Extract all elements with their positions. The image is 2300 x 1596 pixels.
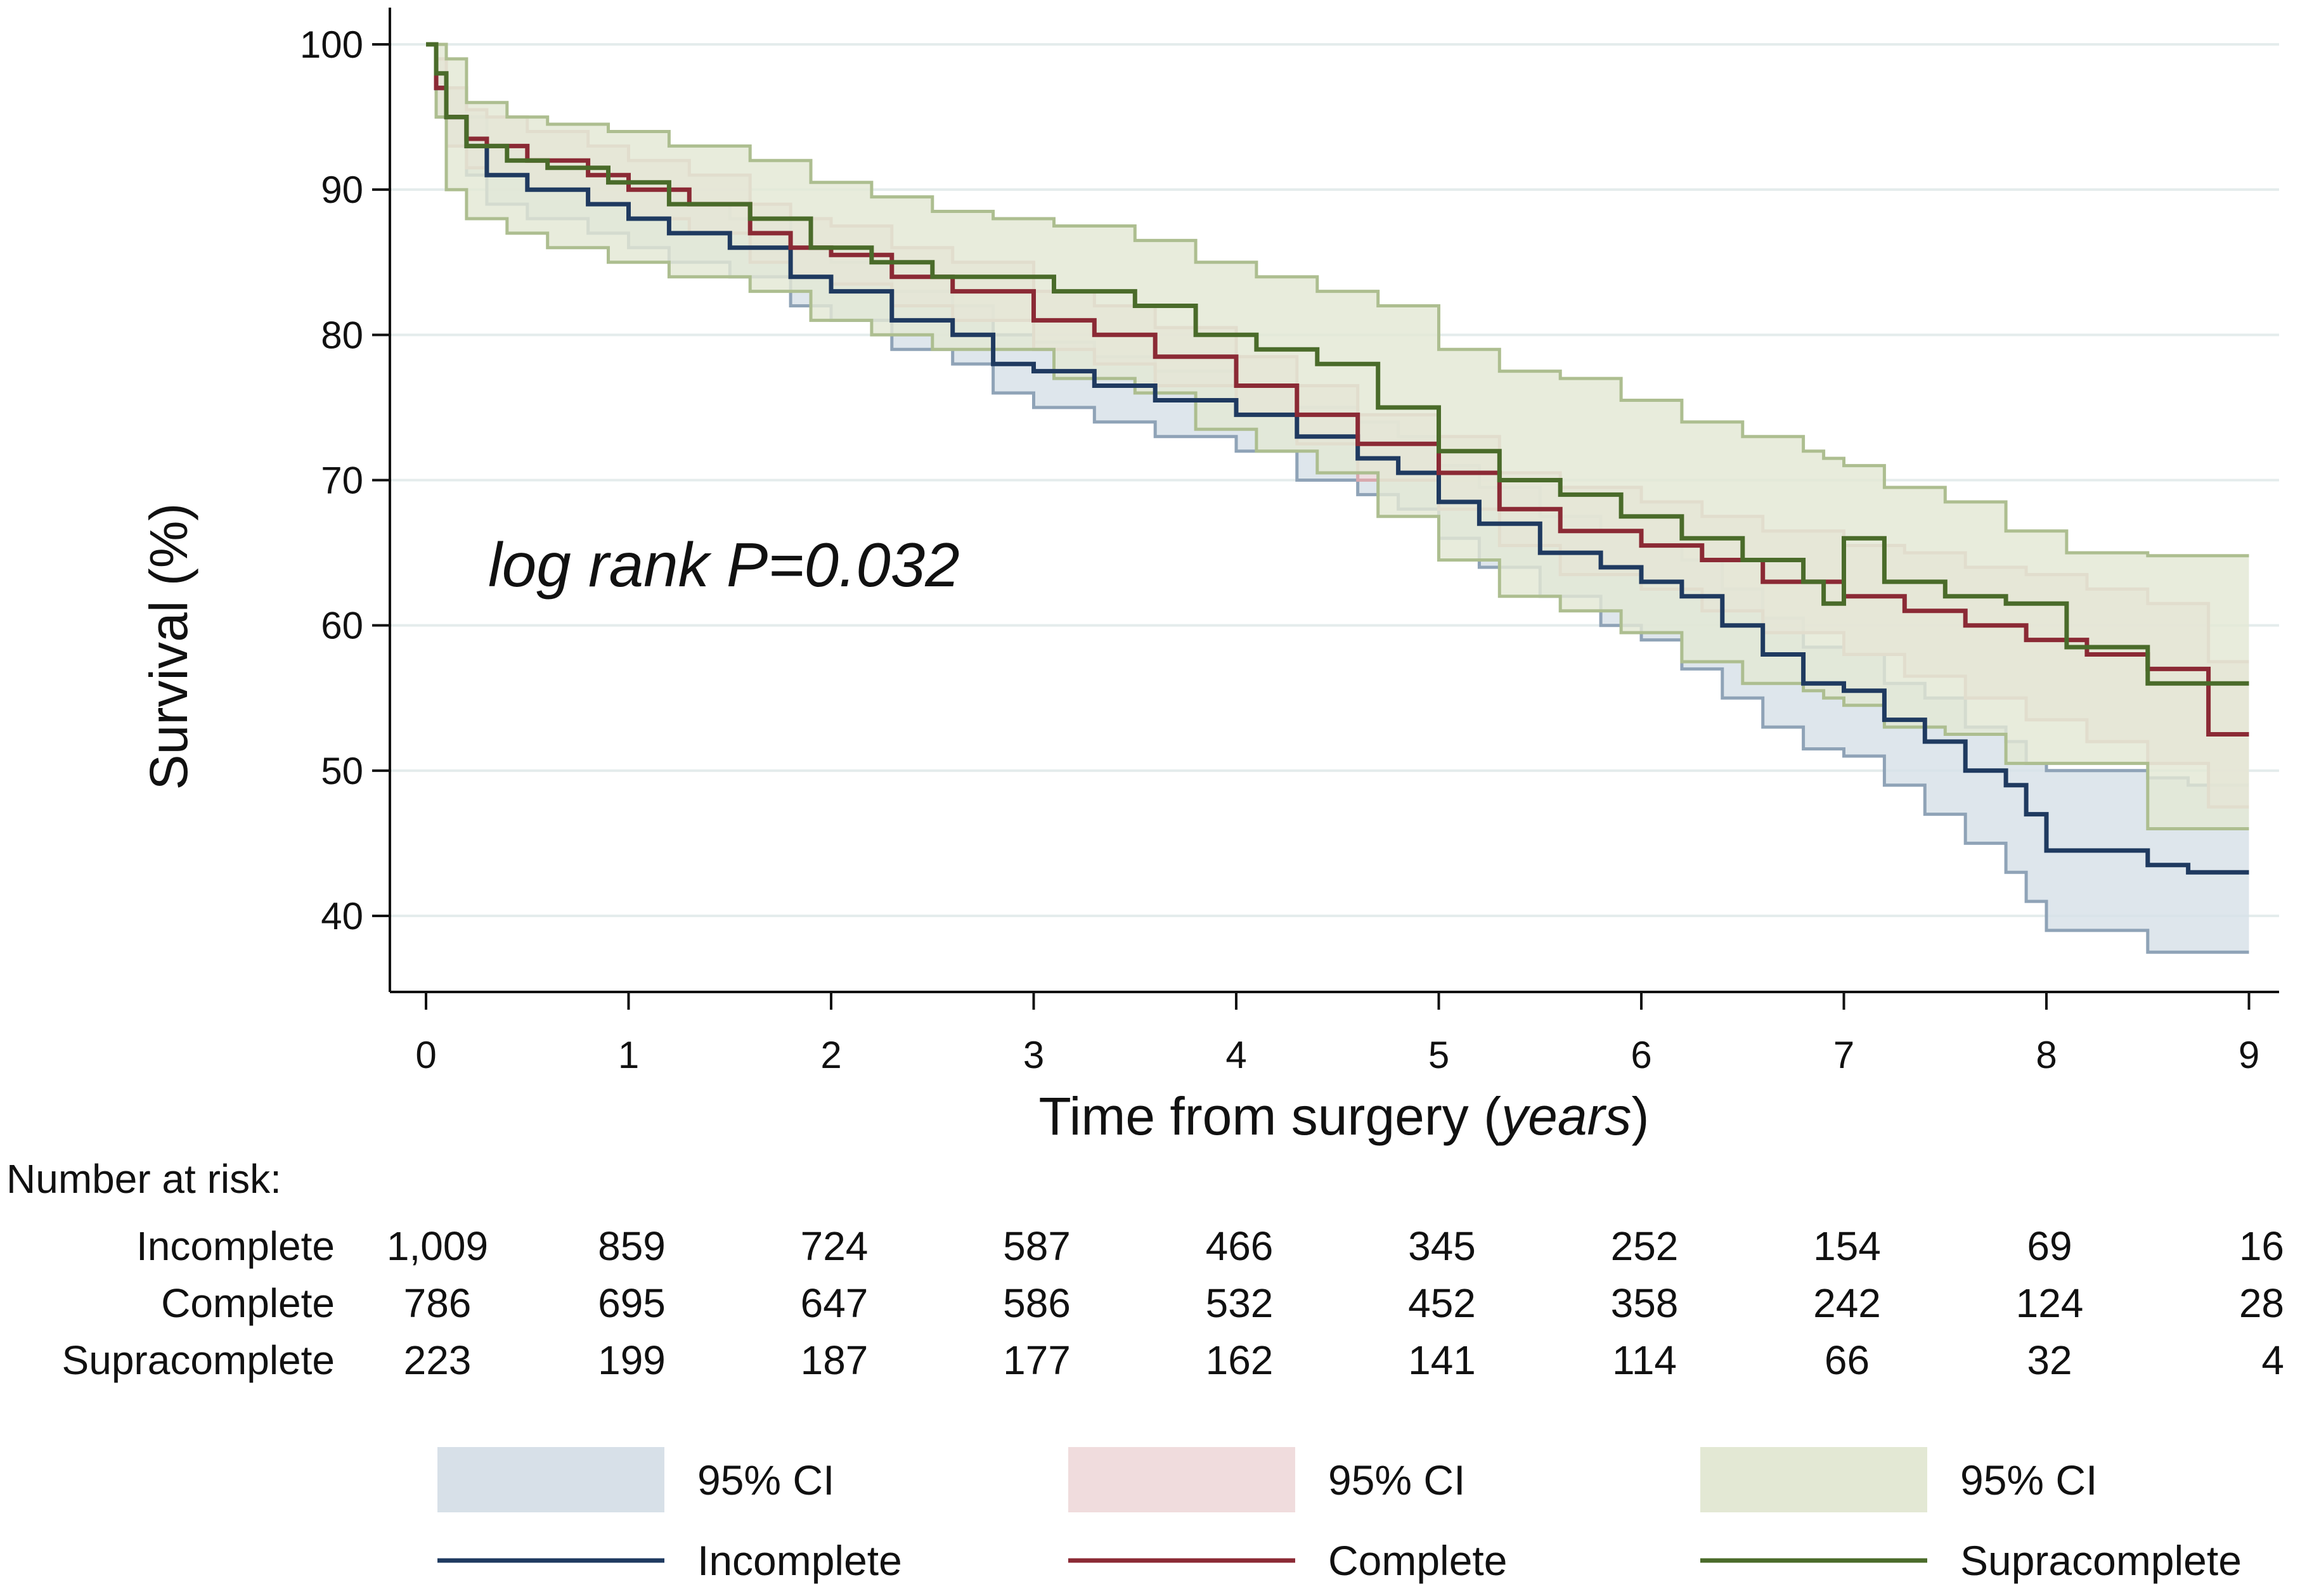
y-tick-label-50: 50	[321, 750, 363, 792]
legend-ci-swatch-supracomplete	[1700, 1447, 1927, 1512]
y-tick-label-70: 70	[321, 460, 363, 502]
risk-row-label-incomplete: Incomplete	[136, 1223, 335, 1269]
axes	[372, 8, 2279, 1010]
legend: 95% CI Incomplete 95% CI Complete 95% CI Supr…	[437, 1447, 2242, 1584]
y-tick-labels: 40 50 60 70 80 90 100	[300, 23, 363, 937]
curve-supracomplete	[426, 42, 2249, 686]
x-tick-label-0: 0	[415, 1034, 436, 1076]
curve-complete	[426, 42, 2249, 737]
x-tick-label-6: 6	[1631, 1034, 1651, 1076]
legend-ci-label-supracomplete: 95% CI	[1960, 1457, 2097, 1503]
ci-bands	[426, 42, 2249, 954]
risk-table: Incomplete 1,009 859 724 587 466 345 252 154 69 16…	[62, 1223, 2284, 1383]
risk-value-incomplete-9: 16	[2239, 1223, 2284, 1269]
risk-value-supracomplete-7: 66	[1825, 1337, 1870, 1383]
risk-value-complete-3: 586	[1003, 1280, 1071, 1326]
x-axis-title-units: years	[1498, 1086, 1631, 1146]
x-tick-label-3: 3	[1023, 1034, 1044, 1076]
x-tick-label-5: 5	[1428, 1034, 1449, 1076]
risk-value-incomplete-0: 1,009	[387, 1223, 488, 1269]
risk-value-complete-9: 28	[2239, 1280, 2284, 1326]
risk-value-incomplete-7: 154	[1813, 1223, 1881, 1269]
survival-curves	[426, 42, 2249, 875]
ci-lower-supracomplete	[426, 42, 2249, 830]
risk-value-supracomplete-9: 4	[2261, 1337, 2284, 1383]
x-tick-label-2: 2	[820, 1034, 841, 1076]
risk-value-complete-5: 452	[1408, 1280, 1476, 1326]
risk-value-supracomplete-8: 32	[2027, 1337, 2072, 1383]
ci-upper-supracomplete	[426, 42, 2249, 558]
risk-row-label-complete: Complete	[161, 1280, 335, 1326]
y-axis-title: Survival (%)	[139, 503, 198, 790]
risk-value-supracomplete-5: 141	[1408, 1337, 1476, 1383]
risk-value-complete-0: 786	[404, 1280, 472, 1326]
x-tick-label-4: 4	[1225, 1034, 1246, 1076]
risk-value-complete-6: 358	[1611, 1280, 1679, 1326]
risk-value-supracomplete-2: 187	[801, 1337, 869, 1383]
risk-value-supracomplete-4: 162	[1206, 1337, 1274, 1383]
x-tick-label-8: 8	[2036, 1034, 2057, 1076]
y-tick-label-40: 40	[321, 895, 363, 937]
risk-value-incomplete-1: 859	[598, 1223, 666, 1269]
risk-value-incomplete-6: 252	[1611, 1223, 1679, 1269]
curve-incomplete	[426, 42, 2249, 875]
legend-label-complete: Complete	[1328, 1537, 1507, 1584]
x-axis-title-prefix: Time from surgery (	[1038, 1086, 1501, 1146]
legend-ci-label-complete: 95% CI	[1328, 1457, 1465, 1503]
x-tick-labels: 0 1 2 3 4 5 6 7 8 9	[415, 1034, 2259, 1076]
risk-value-complete-7: 242	[1813, 1280, 1881, 1326]
risk-value-supracomplete-1: 199	[598, 1337, 666, 1383]
risk-value-incomplete-3: 587	[1003, 1223, 1071, 1269]
risk-value-supracomplete-3: 177	[1003, 1337, 1071, 1383]
y-tick-label-60: 60	[321, 605, 363, 647]
risk-value-supracomplete-6: 114	[1612, 1337, 1677, 1383]
risk-value-complete-4: 532	[1206, 1280, 1274, 1326]
risk-value-complete-1: 695	[598, 1280, 666, 1326]
risk-value-incomplete-8: 69	[2027, 1223, 2072, 1269]
risk-value-complete-2: 647	[801, 1280, 869, 1326]
log-rank-annotation: log rank P=0.032	[488, 530, 960, 600]
legend-ci-swatch-complete	[1068, 1447, 1295, 1512]
legend-label-incomplete: Incomplete	[697, 1537, 902, 1584]
risk-value-incomplete-4: 466	[1206, 1223, 1274, 1269]
risk-value-incomplete-5: 345	[1408, 1223, 1476, 1269]
risk-value-complete-8: 124	[2016, 1280, 2084, 1326]
risk-row-label-supracomplete: Supracomplete	[62, 1337, 335, 1383]
risk-value-supracomplete-0: 223	[404, 1337, 472, 1383]
y-tick-label-90: 90	[321, 169, 363, 211]
x-axis-title-suffix: )	[1632, 1086, 1650, 1146]
legend-label-supracomplete: Supracomplete	[1960, 1537, 2242, 1584]
legend-ci-swatch-incomplete	[437, 1447, 664, 1512]
y-tick-label-100: 100	[300, 23, 363, 66]
legend-ci-label-incomplete: 95% CI	[697, 1457, 834, 1503]
x-tick-label-7: 7	[1833, 1034, 1854, 1076]
x-tick-label-1: 1	[618, 1034, 639, 1076]
y-tick-label-80: 80	[321, 314, 363, 356]
x-axis-title: Time from surgery (years)	[1038, 1086, 1649, 1146]
risk-table-title: Number at risk:	[6, 1156, 281, 1202]
x-tick-label-9: 9	[2239, 1034, 2259, 1076]
risk-value-incomplete-2: 724	[801, 1223, 869, 1269]
